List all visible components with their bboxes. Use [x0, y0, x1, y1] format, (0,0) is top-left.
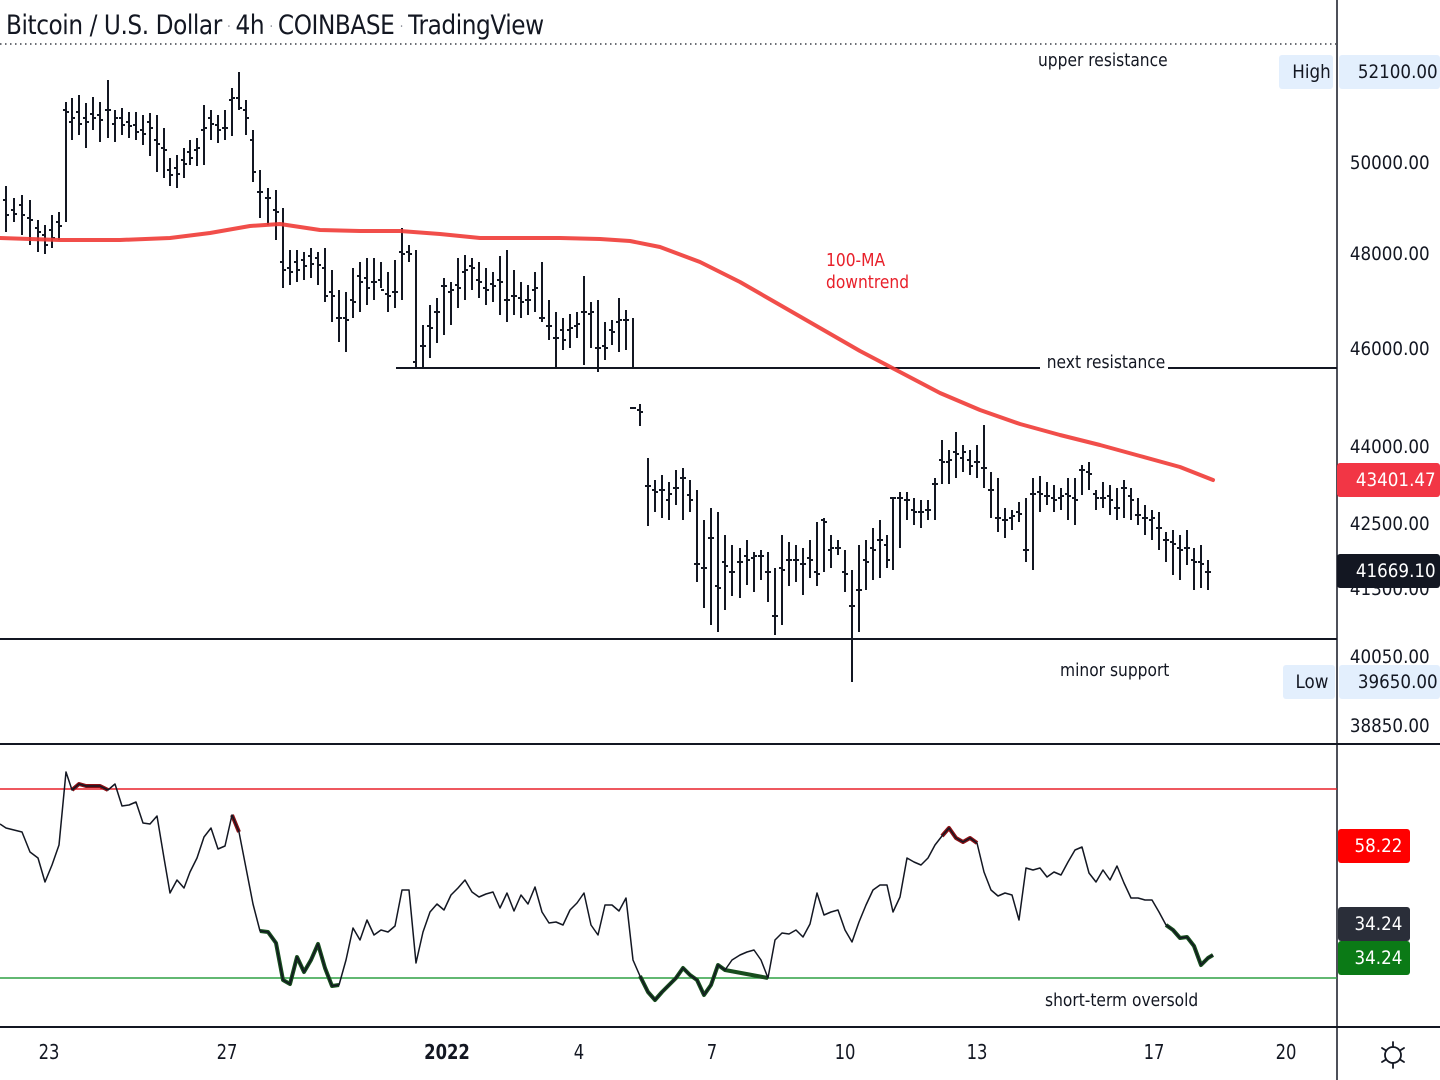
minor-support-label[interactable]: minor support — [1060, 660, 1170, 681]
rsi-current-value: 34.24 — [1354, 913, 1402, 935]
last-price: 41669.10 — [1355, 560, 1436, 582]
time-tick-label: 23 — [38, 1040, 60, 1064]
low-value: 39650.00 — [1357, 671, 1438, 693]
title-separator: · — [226, 18, 231, 35]
ma-value: 43401.47 — [1355, 469, 1436, 491]
brand-name: TradingView — [408, 10, 544, 41]
exchange: COINBASE — [277, 10, 395, 41]
upper-resistance-label[interactable]: upper resistance — [1038, 50, 1168, 71]
time-tick-label: 7 — [706, 1040, 718, 1064]
ohlc-bars — [3, 72, 1211, 682]
moving-average-line[interactable] — [0, 222, 1215, 482]
title-separator: · — [269, 18, 273, 35]
last-price-tag: 41669.10 — [1337, 554, 1440, 588]
high-value: 52100.00 — [1357, 61, 1438, 83]
ma-downtrend-label[interactable]: 100-MA downtrend — [826, 250, 909, 294]
rsi-upper-tag: 58.22 — [1338, 829, 1410, 863]
rsi-signal-tag: 34.24 — [1338, 941, 1410, 975]
price-tick-label: 44000.00 — [1350, 436, 1430, 458]
rsi-current-tag: 34.24 — [1338, 907, 1410, 941]
short-term-oversold-label[interactable]: short-term oversold — [1045, 990, 1199, 1011]
chart-title[interactable]: Bitcoin / U.S. Dollar · 4h · COINBASE · Tradin… — [6, 10, 544, 41]
price-tick-label: 48000.00 — [1350, 243, 1430, 265]
price-tick-label: 40050.00 — [1350, 646, 1430, 668]
interval[interactable]: 4h — [235, 10, 265, 41]
rsi-upper-value: 58.22 — [1354, 835, 1402, 857]
time-tick-label: 20 — [1275, 1040, 1297, 1064]
time-tick-label: 13 — [966, 1040, 988, 1064]
rsi-highlight-segments — [70, 782, 1215, 1002]
price-tick-label: 38850.00 — [1350, 715, 1430, 737]
next-resistance-label[interactable]: next resistance — [1045, 352, 1168, 373]
time-tick-label: 2022 — [424, 1040, 470, 1064]
price-tick-label: 50000.00 — [1350, 152, 1430, 174]
low-value-tag: 39650.00 — [1339, 665, 1440, 699]
ma-value-tag: 43401.47 — [1337, 463, 1440, 497]
high-value-tag: 52100.00 — [1339, 55, 1440, 89]
title-separator: · — [399, 18, 404, 35]
ma-label-line1: 100-MA — [826, 250, 886, 271]
time-tick-label: 4 — [573, 1040, 585, 1064]
price-tick-label: 42500.00 — [1350, 513, 1430, 535]
low-label-tag: Low — [1283, 665, 1335, 699]
time-tick-label: 17 — [1143, 1040, 1165, 1064]
ma-label-line2: downtrend — [826, 272, 910, 293]
high-label: High — [1292, 61, 1331, 83]
time-tick-label: 27 — [216, 1040, 238, 1064]
price-tick-label: 46000.00 — [1350, 338, 1430, 360]
time-tick-label: 10 — [834, 1040, 856, 1064]
low-label: Low — [1295, 671, 1329, 693]
rsi-line[interactable] — [0, 771, 1214, 1001]
symbol-name: Bitcoin / U.S. Dollar — [6, 10, 222, 41]
gear-icon[interactable] — [1378, 1040, 1408, 1070]
high-label-tag: High — [1279, 55, 1333, 89]
rsi-signal-value: 34.24 — [1354, 947, 1402, 969]
